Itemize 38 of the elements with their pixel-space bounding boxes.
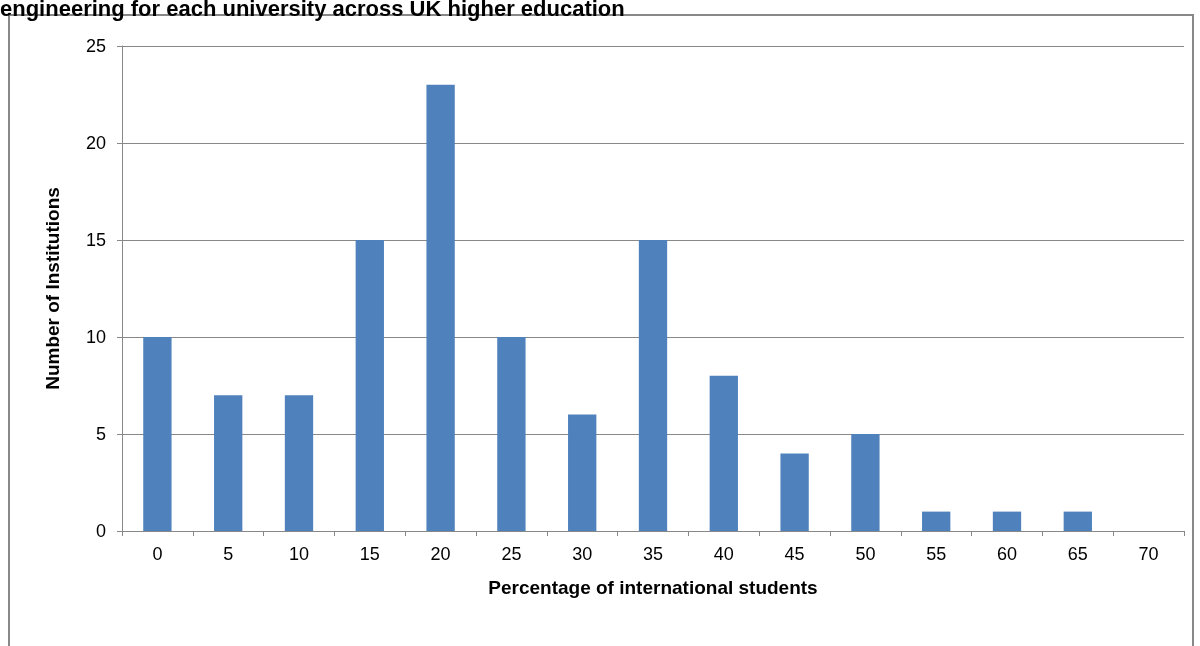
x-tick-label: 30	[572, 544, 593, 564]
bar	[851, 434, 880, 531]
bar	[426, 84, 455, 531]
bar	[922, 511, 951, 531]
bar	[709, 375, 738, 531]
bar	[992, 511, 1022, 531]
chart-title: engineering for each university across UK higher education	[0, 0, 625, 22]
x-tick-label: 45	[784, 544, 805, 564]
x-tick-label: 20	[430, 544, 451, 564]
x-tick-label: 65	[1067, 544, 1088, 564]
x-tick-label: 55	[926, 544, 947, 564]
x-tick-label: 0	[152, 544, 163, 564]
x-tick-label: 60	[996, 544, 1018, 564]
y-tick-label: 5	[95, 424, 106, 444]
x-tick-label: 35	[642, 544, 664, 564]
bar	[1063, 511, 1092, 531]
bar	[638, 240, 668, 531]
x-tick-label: 50	[855, 544, 876, 564]
bar	[143, 337, 172, 531]
x-tick-label: 10	[288, 544, 310, 564]
bar	[214, 395, 243, 531]
bar	[780, 453, 809, 531]
bar	[355, 240, 384, 531]
y-tick-label: 25	[85, 36, 106, 56]
y-axis-title: Number of Institutions	[42, 187, 63, 390]
x-axis-title: Percentage of international students	[488, 577, 818, 598]
y-tick-label: 10	[85, 327, 106, 347]
bar	[568, 414, 597, 531]
bar	[497, 337, 526, 531]
y-tick-label: 0	[95, 521, 106, 541]
y-tick-label: 15	[85, 230, 106, 250]
y-tick-label: 20	[85, 133, 106, 153]
bar	[284, 395, 314, 531]
x-tick-label: 40	[713, 544, 734, 564]
x-tick-label: 70	[1138, 544, 1159, 564]
x-tick-label: 25	[501, 544, 522, 564]
x-tick-label: 15	[359, 544, 380, 564]
x-tick-label: 5	[223, 544, 234, 564]
